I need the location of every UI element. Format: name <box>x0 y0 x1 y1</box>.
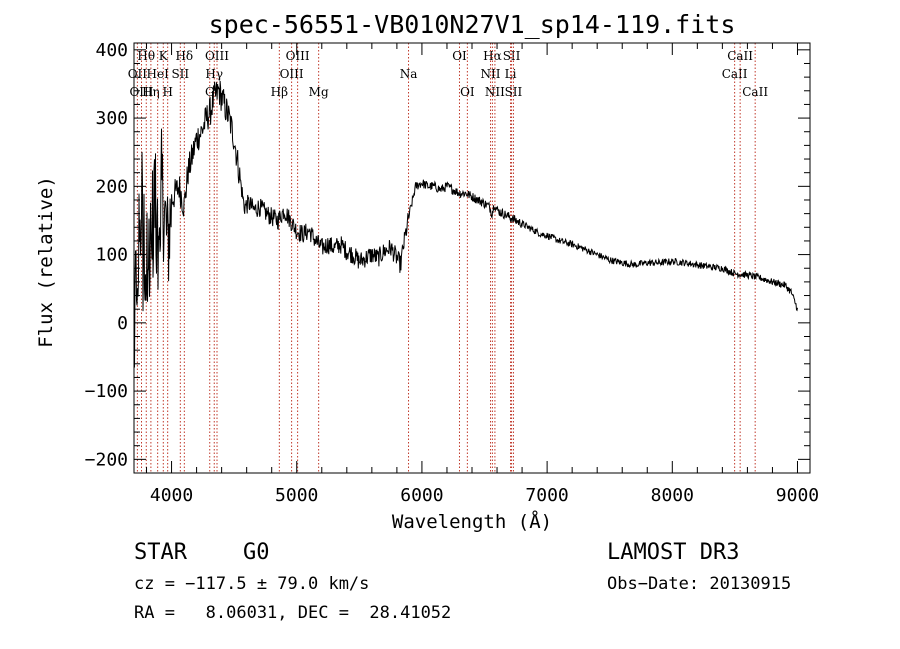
object-subclass: G0 <box>243 540 270 565</box>
line-marker-label: OIII <box>280 67 304 81</box>
y-tick-label: −200 <box>85 449 128 470</box>
line-marker-label: Hη <box>142 85 160 99</box>
line-marker-label: OIII <box>286 49 310 63</box>
object-class: STAR <box>134 540 187 565</box>
y-axis-label: Flux (relative) <box>35 176 57 348</box>
x-tick-label: 6000 <box>400 485 443 506</box>
observation-date: Obs−Date: 20130915 <box>607 574 792 594</box>
x-tick-label: 9000 <box>776 485 819 506</box>
line-marker-label: OI <box>460 85 475 99</box>
y-tick-label: 200 <box>95 176 128 197</box>
sky-coordinates: RA = 8.06031, DEC = 28.41052 <box>134 603 452 623</box>
line-marker-label: HeI <box>147 67 170 81</box>
chart-title: spec-56551-VB010N27V1_sp14-119.fits <box>209 10 736 39</box>
line-marker-label: NII <box>481 67 501 81</box>
line-marker-label: Hθ <box>137 49 155 63</box>
line-marker-label: NII <box>485 85 505 99</box>
x-tick-label: 7000 <box>525 485 568 506</box>
y-tick-label: 100 <box>95 245 128 266</box>
y-tick-label: −100 <box>85 381 128 402</box>
survey-name: LAMOST DR3 <box>607 540 740 565</box>
line-marker-label: Hγ <box>205 67 223 81</box>
line-marker-label: OIII <box>129 85 153 99</box>
y-tick-label: 300 <box>95 108 128 129</box>
spectrum-line <box>133 80 798 368</box>
x-tick-label: 8000 <box>651 485 694 506</box>
x-axis-label: Wavelength (Å) <box>392 510 552 533</box>
x-tick-label: 4000 <box>150 485 193 506</box>
line-marker-label: CaII <box>727 49 753 63</box>
line-marker-label: Hα <box>483 49 502 63</box>
axis-ticks: 4000 5000 6000 7000 8000 9000 −200 −100 0 100 200 3… <box>85 40 820 506</box>
line-marker-label: CaII <box>742 85 768 99</box>
line-marker-label: Na <box>400 67 418 81</box>
line-marker-label: SII <box>503 49 521 63</box>
line-marker-label: H <box>162 85 172 99</box>
line-marker-label: Li <box>505 67 517 81</box>
line-marker-label: SII <box>171 67 189 81</box>
line-marker-label: CaII <box>722 67 748 81</box>
line-marker-label: Hβ <box>271 85 288 99</box>
spectrum-series <box>133 80 798 368</box>
line-marker-label: Mg <box>309 85 329 99</box>
line-marker-label: OII <box>128 67 148 81</box>
line-marker-label: Hδ <box>175 49 193 63</box>
line-marker-label: SII <box>505 85 523 99</box>
line-marker-label: OIII <box>205 49 229 63</box>
x-tick-label: 5000 <box>275 485 318 506</box>
line-marker-label: G <box>205 85 215 99</box>
y-tick-label: 0 <box>117 313 128 334</box>
y-tick-label: 400 <box>95 40 128 61</box>
redshift-velocity: cz = −117.5 ± 79.0 km/s <box>134 574 370 594</box>
line-marker-label: K <box>159 49 169 63</box>
line-marker-label: OI <box>452 49 467 63</box>
plot-frame <box>133 42 811 474</box>
